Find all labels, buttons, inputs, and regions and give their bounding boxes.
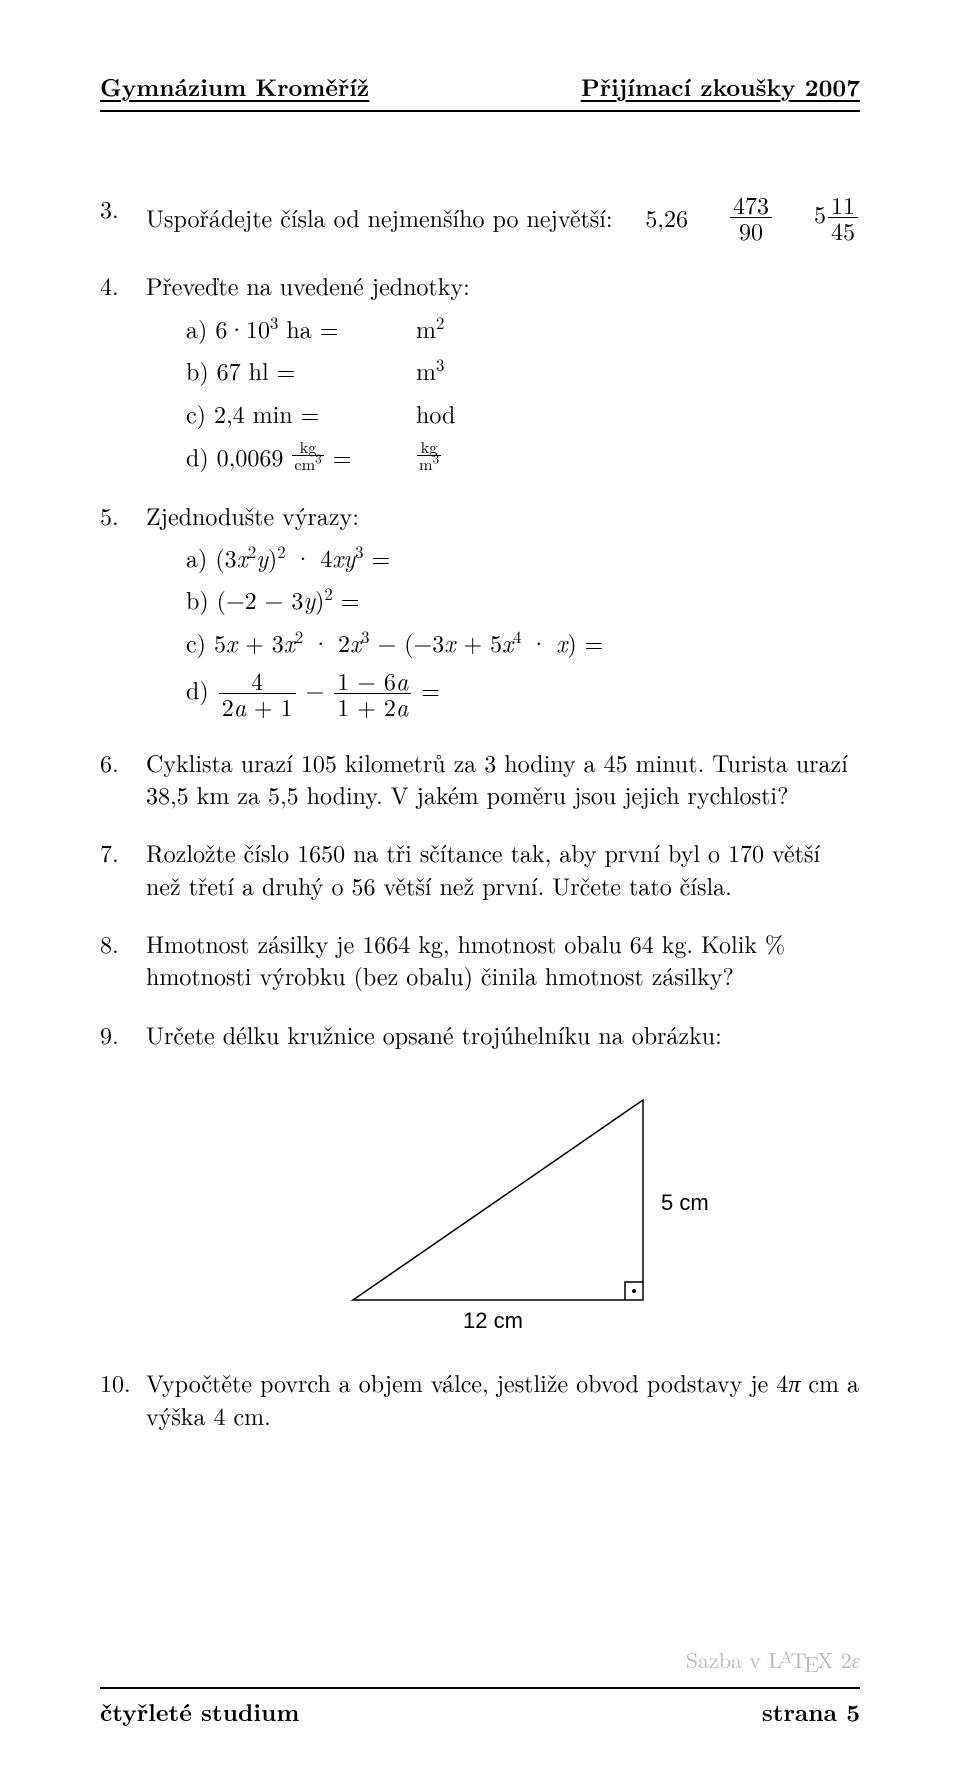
header-right: Přijímací zkoušky 2007 bbox=[581, 70, 860, 104]
q4d-pre: d) 0,0069 bbox=[186, 439, 283, 473]
q4a-lhs: a) 6·103 ha = bbox=[186, 312, 416, 344]
q5b: b) (−2 − 3y)2 = bbox=[146, 583, 860, 615]
page-footer: čtyřleté studium strana 5 bbox=[100, 1687, 860, 1729]
q10-a: Vypočtěte povrch a objem válce, jestliže… bbox=[146, 1365, 788, 1399]
q4a-rhs: m2 bbox=[416, 312, 444, 344]
question-9: Určete délku kružnice opsané trojúhelník… bbox=[100, 1018, 860, 1340]
triangle-figure: 5 cm 12 cm bbox=[146, 1080, 860, 1340]
q5d-eq: = bbox=[421, 672, 440, 706]
q4-prompt: Převeďte na uvedené jednotky: bbox=[146, 268, 470, 302]
latex-credit: Sazba v LATEX 2ε bbox=[686, 1644, 860, 1679]
q10-pi: π bbox=[788, 1365, 800, 1399]
q9-text: Určete délku kružnice opsané trojúhelník… bbox=[146, 1017, 722, 1051]
q5c: c) 5x + 3x2 · 2x3 − (−3x + 5x4 · x) = bbox=[146, 626, 860, 658]
q4d-den1: cm3 bbox=[292, 456, 323, 472]
question-5: Zjednodušte výrazy: a) (3x2y)2 · 4xy3 = … bbox=[100, 499, 860, 720]
triangle-hyp-label: 5 cm bbox=[661, 1190, 709, 1215]
header-left: Gymnázium Kroměříž bbox=[100, 70, 369, 104]
q5d-minus: − bbox=[306, 672, 333, 706]
q5d-lbl: d) bbox=[186, 672, 209, 706]
q3-val3-den: 45 bbox=[828, 218, 858, 243]
q4b-lhs: b) 67 hl = bbox=[186, 354, 416, 386]
footer-left: čtyřleté studium bbox=[100, 1695, 299, 1729]
question-7: Rozložte číslo 1650 na tři sčítance tak,… bbox=[100, 836, 860, 901]
content: Uspořádejte čísla od nejmenšího po nejvě… bbox=[100, 192, 860, 1431]
q3-val3: 51145 bbox=[814, 192, 860, 243]
q4c-rhs: hod bbox=[416, 397, 455, 429]
footer-right: strana 5 bbox=[762, 1695, 860, 1729]
q3-val2: 473 90 bbox=[730, 192, 772, 243]
latex-credit-prefix: Sazba v bbox=[686, 1644, 769, 1675]
q5d-f1d: 2a + 1 bbox=[219, 694, 296, 719]
q5-prompt: Zjednodušte výrazy: bbox=[146, 498, 359, 532]
q4d-rhs: kgm3 bbox=[416, 439, 442, 473]
question-8: Hmotnost zásilky je 1664 kg, hmotnost ob… bbox=[100, 927, 860, 992]
question-6: Cyklista urazí 105 kilometrů za 3 hodiny… bbox=[100, 746, 860, 811]
q4d-lhs: d) 0,0069 kgcm3 = bbox=[186, 439, 416, 473]
question-3: Uspořádejte čísla od nejmenšího po nejvě… bbox=[100, 192, 860, 243]
triangle-svg: 5 cm 12 cm bbox=[293, 1080, 713, 1340]
q3-val2-den: 90 bbox=[730, 218, 772, 243]
question-10: Vypočtěte povrch a objem válce, jestliže… bbox=[100, 1366, 860, 1431]
q5d: d) 42a + 1 − 1 − 6a1 + 2a = bbox=[146, 668, 860, 719]
q5a: a) (3x2y)2 · 4xy3 = bbox=[146, 541, 860, 573]
q4b-rhs: m3 bbox=[416, 354, 444, 386]
q3-val3-whole: 5 bbox=[814, 196, 826, 230]
question-4: Převeďte na uvedené jednotky: a) 6·103 h… bbox=[100, 269, 860, 472]
q4d-rden: m3 bbox=[417, 456, 441, 472]
triangle-base-label: 12 cm bbox=[463, 1308, 523, 1333]
q3-prompt: Uspořádejte čísla od nejmenšího po nejvě… bbox=[146, 201, 645, 233]
q3-val1: 5,26 bbox=[645, 201, 688, 233]
q4d-eq: = bbox=[333, 439, 352, 473]
page-header: Gymnázium Kroměříž Přijímací zkoušky 200… bbox=[100, 70, 860, 112]
q5d-f2d: 1 + 2a bbox=[334, 694, 411, 719]
q4c-lhs: c) 2,4 min = bbox=[186, 397, 416, 429]
